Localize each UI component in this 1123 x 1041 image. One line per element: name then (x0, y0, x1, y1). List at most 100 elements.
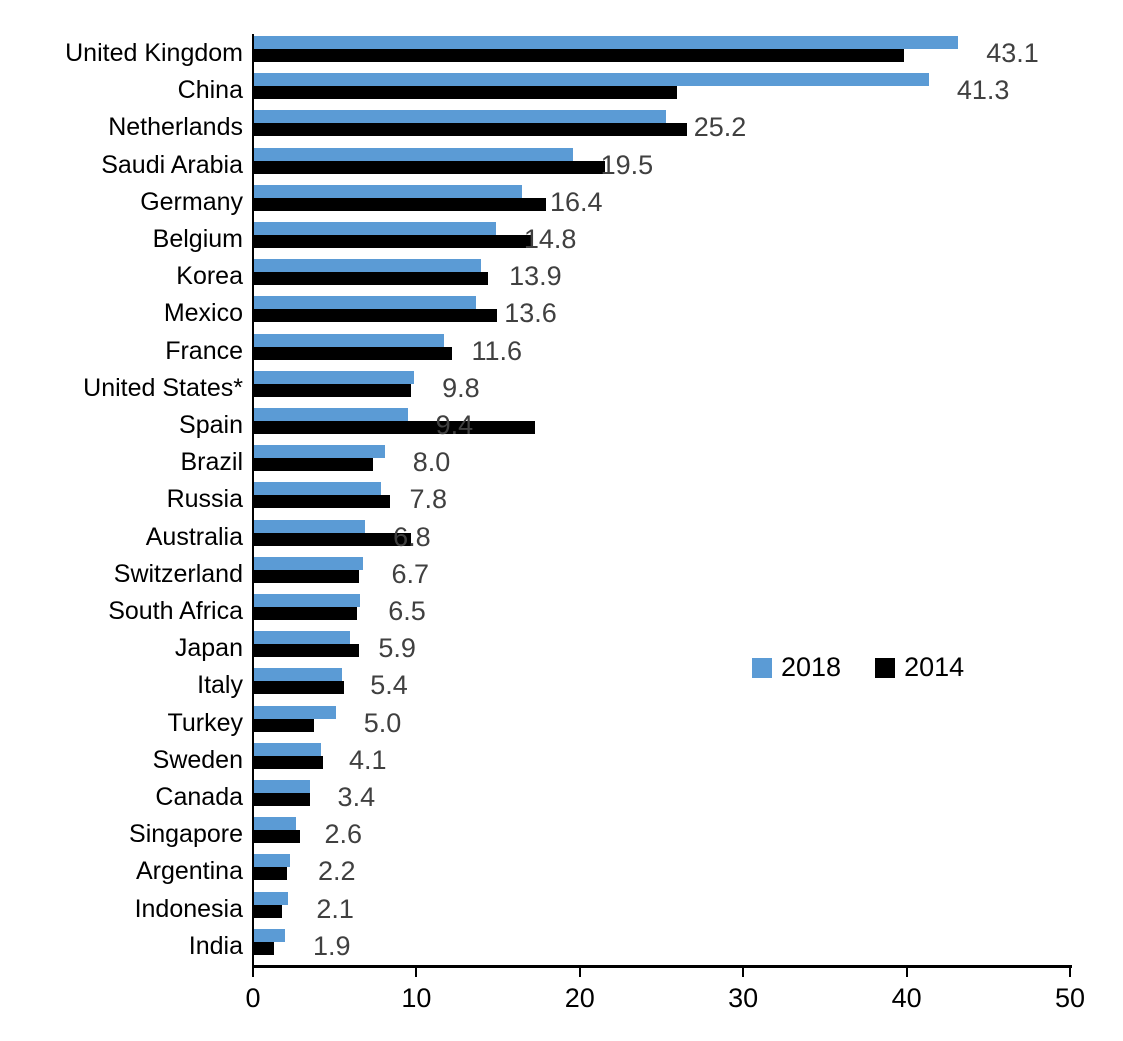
country-label: United States* (83, 373, 243, 402)
x-tick-mark (742, 968, 745, 977)
bar-2014 (254, 681, 344, 695)
country-label: Indonesia (134, 894, 243, 923)
bar-2018 (254, 408, 408, 421)
value-label: 6.5 (388, 596, 426, 627)
legend-swatch-icon (752, 657, 772, 678)
bar-2018 (254, 668, 343, 682)
bar-2014 (254, 421, 536, 434)
bar-2018 (254, 705, 336, 719)
country-label: Germany (140, 187, 243, 216)
bar-row: Italy 5.4 (0, 667, 1123, 704)
country-label: Singapore (129, 820, 243, 849)
bar-2014 (254, 458, 374, 472)
value-label: 3.4 (337, 782, 376, 813)
x-tick-label: 50 (1054, 983, 1086, 1013)
bar-2014 (254, 793, 310, 806)
value-label: 7.8 (409, 484, 447, 515)
value-label: 6.8 (393, 521, 431, 552)
value-label: 19.5 (600, 149, 654, 180)
country-label: Sweden (152, 745, 243, 774)
legend-swatch-icon (875, 657, 896, 678)
country-label: China (177, 76, 243, 105)
bar-row: France 11.6 (0, 333, 1123, 370)
bar-2018 (254, 36, 959, 49)
value-label: 2.2 (317, 856, 356, 887)
x-tick-mark (905, 968, 908, 977)
bar-2014 (254, 123, 687, 137)
value-label: 16.4 (549, 186, 603, 217)
bar-row: India 1.9 (0, 928, 1123, 965)
country-label: Turkey (167, 708, 243, 737)
bar-2014 (254, 272, 488, 286)
x-tick-mark (1069, 968, 1071, 977)
bar-2014 (254, 197, 547, 211)
bar-2018 (254, 594, 361, 607)
bar-row: Australia 6.8 (0, 519, 1123, 556)
bar-row: Canada 3.4 (0, 779, 1123, 816)
bar-2018 (254, 817, 297, 831)
bar-2014 (254, 160, 606, 174)
value-label: 13.9 (509, 261, 562, 292)
country-label: Brazil (180, 448, 243, 477)
x-tick-label: 30 (728, 983, 759, 1013)
bar-2018 (254, 445, 385, 459)
x-axis-line (252, 965, 1072, 968)
value-label: 5.0 (363, 707, 402, 738)
x-tick-mark (415, 968, 418, 977)
bar-2018 (254, 259, 482, 273)
bar-row: Spain 9.4 (0, 407, 1123, 444)
bar-2014 (254, 607, 357, 620)
x-tick-mark (252, 968, 254, 977)
bar-2014 (254, 86, 678, 100)
bar-2018 (254, 370, 415, 384)
bar-row: Netherlands 25.2 (0, 109, 1123, 146)
bar-2014 (254, 346, 452, 360)
bar-row: Germany 16.4 (0, 184, 1123, 221)
bar-row: Saudi Arabia 19.5 (0, 147, 1123, 184)
country-label: South Africa (108, 597, 243, 626)
value-label: 2.1 (316, 893, 354, 924)
country-label: Saudi Arabia (101, 150, 243, 179)
bar-2018 (254, 556, 364, 570)
bar-2014 (254, 867, 287, 881)
value-label: 6.7 (391, 558, 430, 589)
bar-2018 (254, 519, 366, 533)
legend-entry-2018: 2018 (752, 652, 841, 683)
country-label: United Kingdom (65, 39, 243, 68)
bar-2014 (254, 383, 411, 397)
bar-2018 (254, 854, 290, 868)
bar-row: Russia 7.8 (0, 481, 1123, 518)
country-label: Switzerland (113, 559, 243, 588)
x-tick-label: 10 (401, 983, 432, 1013)
bar-2018 (254, 296, 477, 310)
country-label: Belgium (152, 225, 243, 254)
value-label: 4.1 (348, 744, 387, 775)
bar-row: Turkey 5.0 (0, 705, 1123, 742)
value-label: 5.9 (378, 633, 416, 664)
value-label: 25.2 (693, 112, 747, 143)
country-label: Canada (155, 783, 243, 812)
y-axis-line (252, 34, 254, 966)
bar-2018 (254, 222, 496, 235)
bar-2014 (254, 755, 323, 769)
bar-2018 (254, 110, 666, 124)
value-label: 41.3 (956, 75, 1010, 106)
legend-label: 2014 (904, 652, 965, 682)
bar-2014 (254, 569, 359, 583)
value-label: 9.4 (435, 410, 474, 441)
bar-2014 (254, 49, 905, 62)
bar-2018 (254, 147, 573, 161)
bar-row: China 41.3 (0, 72, 1123, 109)
bar-2018 (254, 184, 522, 198)
bar-row: Sweden 4.1 (0, 742, 1123, 779)
x-tick-label: 0 (245, 983, 261, 1013)
bar-2018 (254, 73, 929, 87)
bar-row: Switzerland 6.7 (0, 556, 1123, 593)
bar-row: United Kingdom 43.1 (0, 35, 1123, 72)
bar-2014 (254, 309, 498, 323)
bar-row: Indonesia 2.1 (0, 891, 1123, 928)
value-label: 13.6 (504, 298, 557, 329)
x-tick-label: 40 (891, 983, 922, 1013)
bar-2014 (254, 830, 300, 844)
